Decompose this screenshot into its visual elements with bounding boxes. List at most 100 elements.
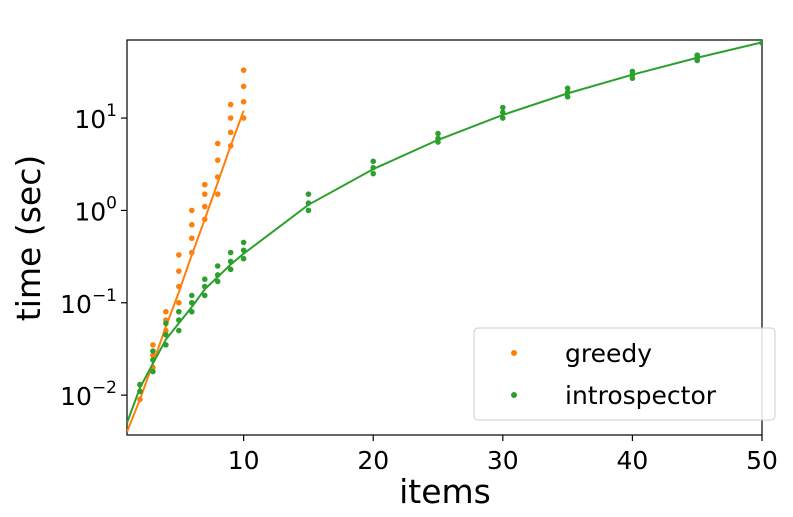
data-point (201, 216, 208, 223)
y-tick-label: 101 (74, 101, 117, 134)
data-point (188, 308, 195, 315)
data-point (163, 331, 169, 338)
data-point (227, 249, 234, 256)
data-point (176, 308, 182, 315)
legend-label: greedy (565, 339, 652, 368)
data-point (435, 135, 441, 142)
data-point (694, 52, 701, 58)
data-point (500, 109, 506, 116)
tick-exponent: −2 (92, 378, 117, 398)
data-point (188, 292, 195, 299)
data-point (150, 368, 156, 375)
data-point (176, 283, 182, 290)
data-point (201, 292, 208, 299)
data-point (137, 388, 143, 395)
legend-marker (511, 392, 517, 398)
legend-label: introspector (565, 381, 717, 410)
data-point (163, 327, 169, 334)
tick-base: 10 (74, 197, 106, 226)
data-point (201, 203, 208, 210)
data-point (176, 268, 182, 274)
data-point (227, 129, 234, 136)
data-point (305, 191, 312, 197)
x-tick-label: 30 (487, 446, 519, 475)
data-point (305, 207, 312, 214)
data-point (214, 278, 221, 285)
x-tick-label: 50 (746, 446, 778, 475)
data-point (240, 83, 247, 90)
data-point (500, 115, 506, 121)
data-point (435, 130, 441, 137)
y-axis-label: time (sec) (9, 155, 48, 321)
data-point (150, 357, 156, 363)
data-point (370, 158, 377, 165)
data-point (176, 299, 182, 306)
data-point (564, 85, 571, 92)
data-point (240, 115, 247, 121)
data-point (188, 299, 195, 306)
data-point (163, 308, 169, 315)
y-tick-label: 100 (74, 193, 117, 226)
data-point (176, 252, 182, 258)
data-point (201, 283, 208, 290)
legend-marker (511, 350, 517, 356)
data-point (150, 342, 156, 348)
data-point (214, 263, 221, 269)
data-point (176, 327, 182, 334)
tick-base: 10 (60, 382, 92, 411)
data-point (150, 348, 156, 354)
data-point (240, 239, 247, 246)
data-point (227, 266, 234, 273)
y-tick-label: 10−2 (60, 378, 117, 411)
data-point (214, 272, 221, 278)
data-point (240, 98, 247, 105)
tick-exponent: −1 (92, 286, 117, 306)
data-point (370, 170, 377, 177)
data-point (305, 200, 312, 206)
data-point (201, 191, 208, 197)
x-tick-label: 40 (617, 446, 649, 475)
data-point (188, 221, 195, 228)
data-point (163, 320, 169, 327)
x-tick-label: 20 (357, 446, 389, 475)
data-point (188, 207, 195, 214)
x-axis-label: items (399, 472, 491, 511)
legend-box (473, 327, 776, 421)
data-point (227, 101, 234, 108)
data-point (240, 255, 247, 262)
data-point (500, 104, 506, 111)
data-point (214, 157, 221, 163)
data-point (240, 247, 247, 254)
data-point (759, 40, 762, 43)
plot-frame (126, 39, 763, 436)
tick-base: 10 (60, 290, 92, 319)
data-point (240, 67, 247, 73)
data-point (227, 258, 234, 265)
data-point (370, 164, 377, 171)
x-tick-label: 10 (228, 446, 260, 475)
data-point (188, 249, 195, 256)
data-point (214, 140, 221, 147)
data-point (150, 352, 156, 359)
data-point (214, 174, 221, 180)
data-point (564, 89, 571, 96)
tick-base: 10 (74, 105, 106, 134)
data-point (564, 93, 571, 100)
data-point (201, 181, 208, 188)
fit-line (127, 110, 245, 433)
tick-exponent: 0 (106, 193, 117, 213)
data-point (629, 68, 636, 75)
data-point (163, 342, 169, 348)
data-point (214, 191, 221, 197)
plot-area (127, 40, 762, 433)
data-point (201, 276, 208, 282)
data-point (137, 381, 143, 388)
data-point (137, 396, 143, 403)
y-tick-label: 10−1 (60, 286, 117, 319)
data-point (188, 235, 195, 242)
data-point (227, 143, 234, 149)
data-point (227, 115, 234, 121)
tick-exponent: 1 (106, 101, 117, 121)
data-point (176, 317, 182, 323)
